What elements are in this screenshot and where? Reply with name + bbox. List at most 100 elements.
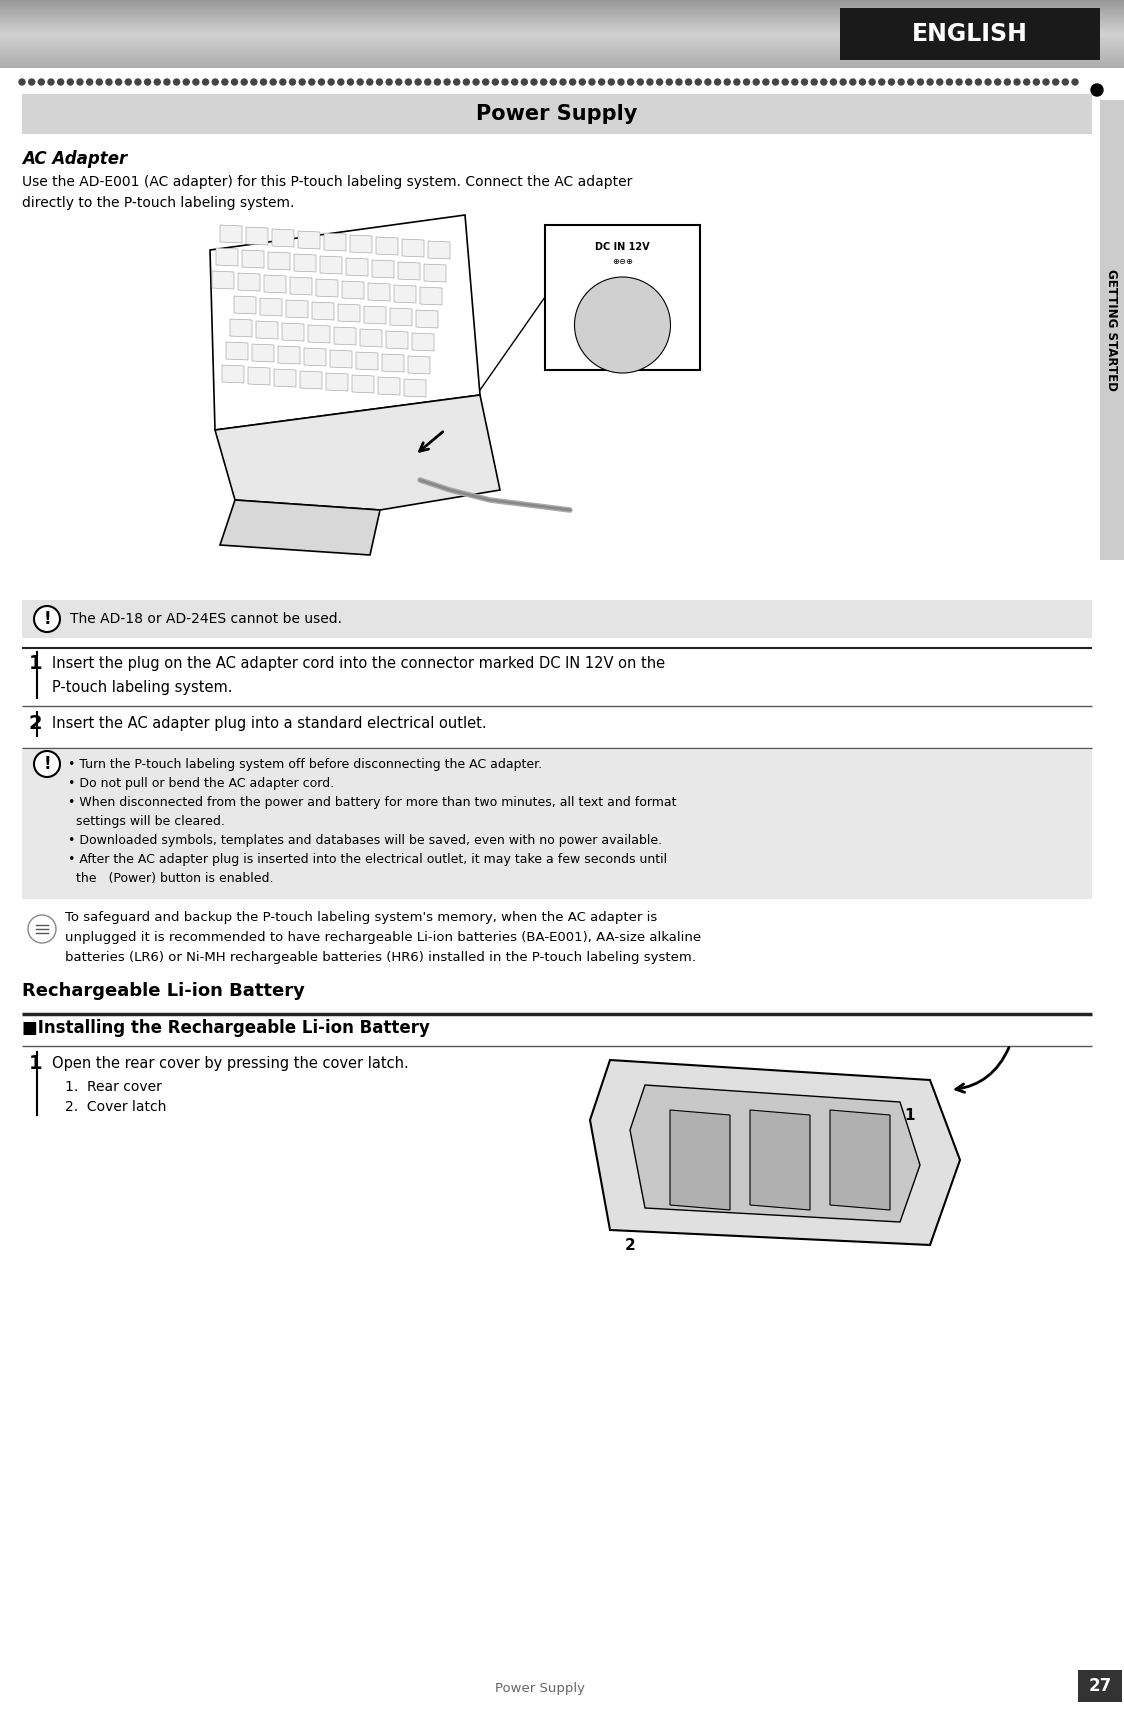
Polygon shape <box>428 241 450 258</box>
Text: the   (Power) button is enabled.: the (Power) button is enabled. <box>67 872 273 886</box>
Circle shape <box>299 79 305 86</box>
Circle shape <box>1033 79 1040 86</box>
Circle shape <box>1072 79 1078 86</box>
Circle shape <box>347 79 353 86</box>
Polygon shape <box>670 1110 729 1211</box>
Circle shape <box>753 79 759 86</box>
Text: Power Supply: Power Supply <box>477 104 637 125</box>
Polygon shape <box>210 215 480 429</box>
Polygon shape <box>220 226 242 243</box>
Polygon shape <box>342 280 364 299</box>
Polygon shape <box>278 345 300 364</box>
Circle shape <box>898 79 904 86</box>
Circle shape <box>647 79 653 86</box>
Circle shape <box>1043 79 1049 86</box>
Polygon shape <box>303 349 326 366</box>
Polygon shape <box>268 251 290 270</box>
Text: • After the AC adapter plug is inserted into the electrical outlet, it may take : • After the AC adapter plug is inserted … <box>67 853 668 865</box>
Circle shape <box>734 79 740 86</box>
Text: directly to the P-touch labeling system.: directly to the P-touch labeling system. <box>22 197 294 210</box>
FancyBboxPatch shape <box>545 226 700 369</box>
Circle shape <box>860 79 865 86</box>
Circle shape <box>511 79 518 86</box>
Circle shape <box>366 79 373 86</box>
Circle shape <box>48 79 54 86</box>
Polygon shape <box>398 262 420 280</box>
Polygon shape <box>424 263 446 282</box>
Circle shape <box>444 79 450 86</box>
Circle shape <box>831 79 836 86</box>
Polygon shape <box>312 303 334 320</box>
Circle shape <box>309 79 315 86</box>
Text: AC Adapter: AC Adapter <box>22 150 127 168</box>
Circle shape <box>936 79 943 86</box>
Circle shape <box>667 79 672 86</box>
Circle shape <box>377 79 382 86</box>
Circle shape <box>600 303 644 347</box>
Circle shape <box>888 79 895 86</box>
Circle shape <box>579 79 586 86</box>
Circle shape <box>318 79 325 86</box>
Circle shape <box>328 79 334 86</box>
Circle shape <box>482 79 489 86</box>
Polygon shape <box>324 233 346 251</box>
Polygon shape <box>238 274 260 291</box>
Text: 2.  Cover latch: 2. Cover latch <box>65 1100 166 1113</box>
Polygon shape <box>377 238 398 255</box>
Circle shape <box>637 79 643 86</box>
Text: 27: 27 <box>1088 1678 1112 1695</box>
Circle shape <box>821 79 827 86</box>
Circle shape <box>357 79 363 86</box>
Polygon shape <box>420 287 442 304</box>
Polygon shape <box>274 369 296 386</box>
Polygon shape <box>220 499 380 556</box>
Text: !: ! <box>43 610 51 628</box>
Circle shape <box>608 79 615 86</box>
Text: • Downloaded symbols, templates and databases will be saved, even with no power : • Downloaded symbols, templates and data… <box>67 834 662 846</box>
Circle shape <box>270 79 277 86</box>
Polygon shape <box>230 320 252 337</box>
Polygon shape <box>386 332 408 349</box>
Text: Use the AD-E001 (AC adapter) for this P-touch labeling system. Connect the AC ad: Use the AD-E001 (AC adapter) for this P-… <box>22 174 633 190</box>
Polygon shape <box>372 260 395 279</box>
Text: 1: 1 <box>29 653 43 674</box>
Circle shape <box>415 79 422 86</box>
Circle shape <box>212 79 218 86</box>
Circle shape <box>87 79 92 86</box>
Polygon shape <box>290 277 312 296</box>
Circle shape <box>425 79 430 86</box>
Text: batteries (LR6) or Ni-MH rechargeable batteries (HR6) installed in the P-touch l: batteries (LR6) or Ni-MH rechargeable ba… <box>65 951 696 964</box>
Circle shape <box>67 79 73 86</box>
Polygon shape <box>629 1086 921 1223</box>
Polygon shape <box>830 1110 890 1211</box>
Polygon shape <box>330 351 352 368</box>
Circle shape <box>202 79 209 86</box>
Text: ⊕⊖⊕: ⊕⊖⊕ <box>611 256 633 265</box>
Polygon shape <box>338 304 360 321</box>
Circle shape <box>522 79 527 86</box>
Text: DC IN 12V: DC IN 12V <box>596 243 650 251</box>
Polygon shape <box>402 239 424 256</box>
Polygon shape <box>320 256 342 274</box>
FancyBboxPatch shape <box>840 9 1100 60</box>
Circle shape <box>76 79 83 86</box>
Text: To safeguard and backup the P-touch labeling system's memory, when the AC adapte: To safeguard and backup the P-touch labe… <box>65 911 658 923</box>
Polygon shape <box>590 1060 960 1245</box>
Text: Power Supply: Power Supply <box>495 1681 584 1695</box>
Text: P-touch labeling system.: P-touch labeling system. <box>52 681 233 694</box>
Text: Insert the AC adapter plug into a standard electrical outlet.: Insert the AC adapter plug into a standa… <box>52 716 487 730</box>
Circle shape <box>232 79 237 86</box>
Circle shape <box>1053 79 1059 86</box>
Text: • Do not pull or bend the AC adapter cord.: • Do not pull or bend the AC adapter cor… <box>67 776 334 790</box>
Circle shape <box>183 79 189 86</box>
Polygon shape <box>352 374 374 393</box>
Circle shape <box>613 315 633 335</box>
Circle shape <box>676 79 682 86</box>
Polygon shape <box>368 282 390 301</box>
Polygon shape <box>395 286 416 303</box>
Circle shape <box>879 79 885 86</box>
Circle shape <box>946 79 952 86</box>
Polygon shape <box>416 310 438 328</box>
Circle shape <box>850 79 855 86</box>
Text: • When disconnected from the power and battery for more than two minutes, all te: • When disconnected from the power and b… <box>67 795 677 809</box>
